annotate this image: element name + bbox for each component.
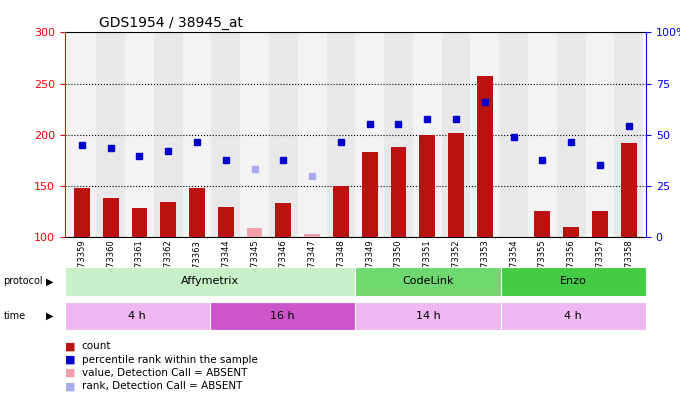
Bar <box>362 152 377 237</box>
Bar <box>420 134 435 237</box>
Text: rank, Detection Call = ABSENT: rank, Detection Call = ABSENT <box>82 382 242 391</box>
Bar <box>211 32 240 237</box>
Bar <box>390 147 407 237</box>
Bar <box>528 32 557 237</box>
Bar <box>67 32 97 237</box>
Bar <box>333 186 349 237</box>
Bar <box>326 32 355 237</box>
Text: ▶: ▶ <box>46 311 54 321</box>
Bar <box>355 32 384 237</box>
Bar <box>131 208 148 237</box>
Bar <box>65 267 355 296</box>
Bar <box>557 32 585 237</box>
Bar <box>247 228 262 237</box>
Bar <box>74 188 90 237</box>
Text: 4 h: 4 h <box>564 311 582 321</box>
Bar <box>275 203 291 237</box>
Bar <box>355 302 500 330</box>
Text: Enzo: Enzo <box>560 277 587 286</box>
Bar <box>477 77 493 237</box>
Bar <box>413 32 441 237</box>
Bar <box>592 211 608 237</box>
Text: ■: ■ <box>65 341 75 351</box>
Bar <box>154 32 183 237</box>
Bar <box>528 32 557 237</box>
Bar <box>298 32 326 237</box>
Bar <box>585 32 614 237</box>
Bar <box>240 32 269 237</box>
Bar <box>97 32 125 237</box>
Text: count: count <box>82 341 111 351</box>
Bar <box>621 143 636 237</box>
Bar <box>298 32 326 237</box>
Bar <box>160 202 176 237</box>
Bar <box>471 32 499 237</box>
Bar <box>614 32 643 237</box>
Text: CodeLink: CodeLink <box>403 277 454 286</box>
Bar <box>563 227 579 237</box>
Text: 16 h: 16 h <box>271 311 295 321</box>
Text: value, Detection Call = ABSENT: value, Detection Call = ABSENT <box>82 368 247 378</box>
Bar <box>355 267 500 296</box>
Bar <box>471 32 499 237</box>
Bar <box>534 211 550 237</box>
Bar <box>269 32 298 237</box>
Bar <box>189 188 205 237</box>
Bar <box>384 32 413 237</box>
Text: Affymetrix: Affymetrix <box>181 277 239 286</box>
Bar <box>210 302 355 330</box>
Text: ■: ■ <box>65 355 75 364</box>
Bar <box>614 32 643 237</box>
Bar <box>500 267 646 296</box>
Bar <box>326 32 355 237</box>
Text: 14 h: 14 h <box>415 311 441 321</box>
Bar <box>67 32 97 237</box>
Bar <box>240 32 269 237</box>
Bar <box>183 32 211 237</box>
Bar <box>585 32 614 237</box>
Bar <box>211 32 240 237</box>
Bar <box>125 32 154 237</box>
Text: percentile rank within the sample: percentile rank within the sample <box>82 355 258 364</box>
Text: GDS1954 / 38945_at: GDS1954 / 38945_at <box>99 16 243 30</box>
Bar <box>125 32 154 237</box>
Bar <box>448 132 464 237</box>
Bar <box>499 32 528 237</box>
Text: ▶: ▶ <box>46 277 54 286</box>
Bar <box>355 32 384 237</box>
Text: ■: ■ <box>65 368 75 378</box>
Bar <box>441 32 471 237</box>
Bar <box>499 32 528 237</box>
Bar <box>413 32 441 237</box>
Bar <box>500 302 646 330</box>
Bar <box>97 32 125 237</box>
Bar <box>441 32 471 237</box>
Text: protocol: protocol <box>3 277 43 286</box>
Bar <box>65 302 210 330</box>
Text: 4 h: 4 h <box>129 311 146 321</box>
Text: ■: ■ <box>65 382 75 391</box>
Bar <box>218 207 234 237</box>
Bar <box>269 32 298 237</box>
Text: time: time <box>3 311 26 321</box>
Bar <box>384 32 413 237</box>
Bar <box>103 198 118 237</box>
Bar <box>183 32 211 237</box>
Bar <box>557 32 585 237</box>
Bar <box>154 32 183 237</box>
Bar <box>304 234 320 237</box>
